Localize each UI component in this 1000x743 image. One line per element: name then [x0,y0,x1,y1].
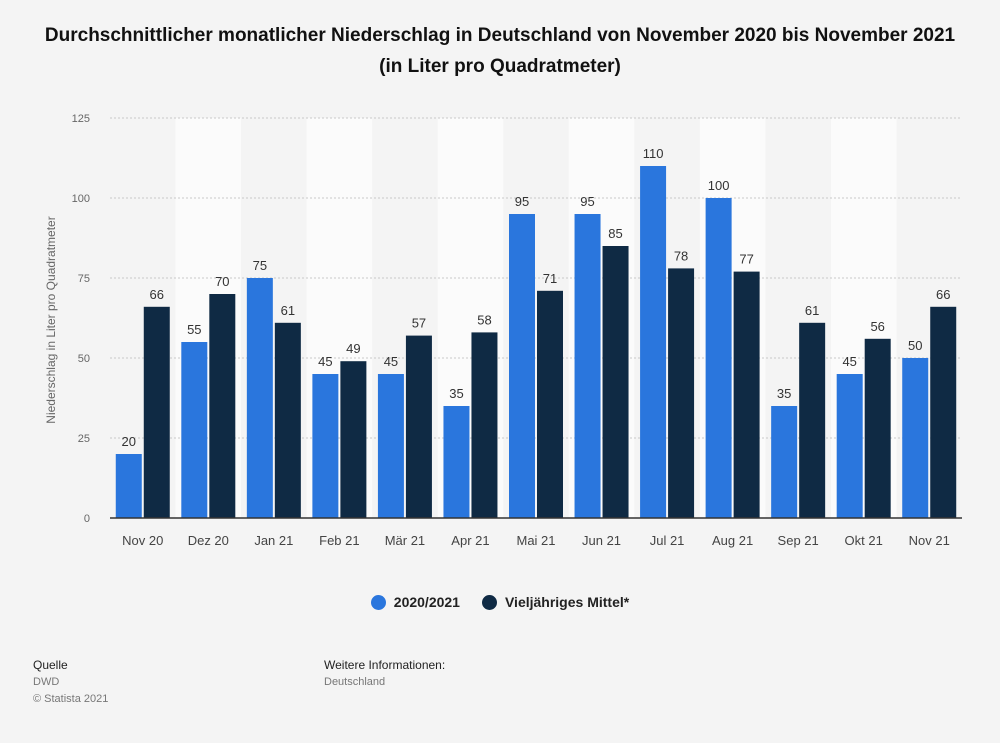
source-block: Quelle DWD © Statista 2021 [33,657,108,708]
legend-marker-icon [370,594,386,610]
bar [509,214,535,518]
x-tick-label: Mai 21 [516,533,555,548]
y-tick-label: 0 [84,513,90,525]
data-label: 45 [384,354,398,369]
bar [377,374,404,518]
bar [471,332,498,518]
bar-chart: 0 25 50 75 100 125 20 66 55 70 75 61 45 49 45 57 35 58 95… [72,113,962,548]
source-name: DWD [33,676,60,688]
bar [640,166,667,518]
data-label: 110 [643,146,664,161]
x-tick-label: Jun 21 [582,533,621,548]
x-tick-labels: Nov 20 Dez 20 Jan 21 Feb 21 Mär 21 Apr 21 Mai … [122,533,950,548]
bar [115,454,142,518]
x-tick-label: Okt 21 [845,533,883,548]
data-label: 77 [739,252,753,267]
y-tick-label: 75 [78,273,90,285]
bar [836,374,863,518]
bar [705,198,732,518]
bar [902,358,929,518]
x-tick-label: Feb 21 [319,533,359,548]
data-label: 78 [674,248,688,263]
legend: 2020/2021 Vieljähriges Mittel* [0,594,1000,610]
bar [733,271,760,518]
bar [799,322,826,518]
data-label: 55 [187,322,201,337]
data-label: 85 [608,226,622,241]
legend-marker-icon [481,594,497,610]
x-tick-label: Apr 21 [451,533,489,548]
bar [405,335,432,518]
x-tick-label: Jul 21 [650,533,685,548]
legend-label: Vieljähriges Mittel* [504,594,630,610]
bar [340,361,367,518]
bar [771,406,798,518]
bar [443,406,470,518]
chart-title: Durchschnittlicher monatlicher Niedersch… [44,25,956,77]
legend-item-2020-2021[interactable]: 2020/2021 [370,594,460,610]
data-label: 95 [580,194,594,209]
x-tick-label: Aug 21 [712,533,753,548]
data-label: 61 [805,303,819,318]
bar [668,268,695,518]
data-label: 50 [908,338,922,353]
legend-item-vieljaehriges-mittel[interactable]: Vieljähriges Mittel* [481,594,630,610]
bar [274,322,301,518]
data-label: 45 [842,354,856,369]
bar [209,294,236,518]
bar [246,278,273,518]
data-label: 57 [412,316,426,331]
data-label: 66 [150,287,164,302]
y-tick-label: 125 [72,113,90,125]
y-tick-label: 25 [78,433,90,445]
copyright: © Statista 2021 [33,693,109,705]
data-label: 61 [281,303,295,318]
data-label: 20 [122,434,136,449]
data-label: 71 [543,271,557,286]
bars [115,166,957,518]
data-label: 58 [477,312,491,327]
data-label: 56 [870,319,884,334]
bar [537,290,563,518]
x-tick-label: Dez 20 [188,533,229,548]
source-heading: Quelle [33,658,68,672]
data-label: 70 [215,274,229,289]
y-tick-labels: 0 25 50 75 100 125 [72,113,90,525]
x-tick-label: Sep 21 [778,533,819,548]
info-text: Deutschland [324,676,386,688]
data-label: 66 [936,287,950,302]
info-heading: Weitere Informationen: [324,658,446,672]
data-label: 45 [318,354,332,369]
y-tick-label: 50 [78,353,90,365]
bar [864,338,891,518]
bar [181,342,208,518]
x-tick-label: Nov 20 [122,533,163,548]
data-labels: 20 66 55 70 75 61 45 49 45 57 35 58 95 71 95 85 110 78 100… [122,146,951,449]
bar [312,374,339,518]
data-label: 75 [253,258,267,273]
data-label: 100 [708,178,730,193]
data-label: 49 [346,341,360,356]
bar [602,246,629,518]
bar [574,214,601,518]
bar [143,306,170,518]
x-tick-label: Jan 21 [254,533,293,548]
x-tick-label: Mär 21 [385,533,425,548]
data-label: 35 [777,386,791,401]
bar [930,306,957,518]
data-label: 35 [449,386,463,401]
info-block: Weitere Informationen: Deutschland [324,657,445,691]
y-tick-label: 100 [72,193,90,205]
data-label: 95 [515,194,529,209]
x-tick-label: Nov 21 [909,533,950,548]
legend-label: 2020/2021 [393,594,460,610]
